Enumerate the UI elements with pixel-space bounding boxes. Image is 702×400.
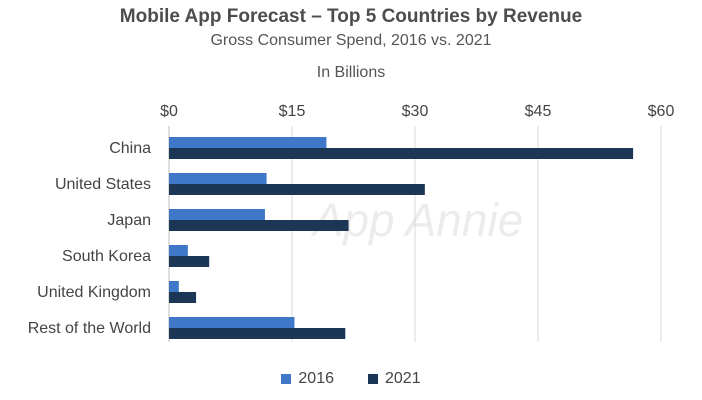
bar-2021 bbox=[169, 328, 346, 339]
legend: 2016 2021 bbox=[0, 370, 702, 388]
bar-2016 bbox=[169, 209, 265, 220]
legend-label-2016: 2016 bbox=[298, 370, 334, 387]
bar-2021 bbox=[169, 256, 210, 267]
bar-2016 bbox=[169, 317, 295, 328]
category-label: Japan bbox=[107, 212, 151, 229]
bar-2016 bbox=[169, 281, 179, 292]
bar-2016 bbox=[169, 245, 188, 256]
category-label: China bbox=[109, 140, 151, 157]
x-tick-label: $15 bbox=[279, 103, 306, 120]
legend-label-2021: 2021 bbox=[385, 370, 421, 387]
bar-2016 bbox=[169, 173, 267, 184]
bar-2016 bbox=[169, 137, 327, 148]
x-tick-label: $60 bbox=[648, 103, 675, 120]
legend-swatch-2016 bbox=[281, 374, 292, 384]
legend-item-2016: 2016 bbox=[281, 370, 334, 388]
x-tick-label: $30 bbox=[402, 103, 429, 120]
bar-2021 bbox=[169, 148, 634, 159]
category-label: Rest of the World bbox=[28, 320, 151, 337]
legend-swatch-2021 bbox=[368, 374, 378, 384]
x-tick-label: $0 bbox=[160, 103, 178, 120]
category-label: South Korea bbox=[62, 248, 151, 265]
x-tick-label: $45 bbox=[525, 103, 552, 120]
bar-2021 bbox=[169, 292, 197, 303]
chart-title: Mobile App Forecast – Top 5 Countries by… bbox=[119, 6, 583, 27]
chart-subtitle: Gross Consumer Spend, 2016 vs. 2021 bbox=[210, 32, 492, 49]
bar-2021 bbox=[169, 184, 425, 195]
legend-item-2021: 2021 bbox=[368, 370, 421, 388]
category-label: United Kingdom bbox=[37, 284, 151, 301]
category-label: United States bbox=[55, 176, 151, 193]
unit-label: In Billions bbox=[316, 64, 386, 81]
bar-2021 bbox=[169, 220, 349, 231]
